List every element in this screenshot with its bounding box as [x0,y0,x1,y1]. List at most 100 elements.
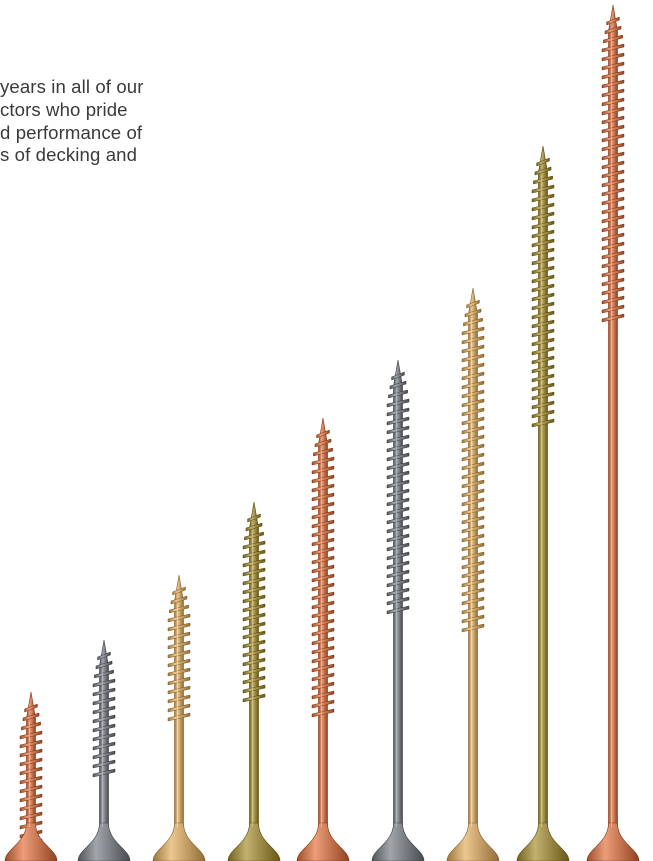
screw-9-thread [601,205,625,215]
screw-3-thread [169,604,189,614]
screw-4-thread [242,675,266,685]
screw-5-thread [314,438,332,448]
screw-7-thread [461,542,485,552]
screw-6-thread [386,452,410,462]
screw-8-thread [531,193,555,203]
screw-8-thread [531,382,555,392]
screw-5-thread [313,447,333,457]
screw-7-thread [461,488,485,498]
screw-9-thread [601,304,625,314]
screw-9-thread [601,142,625,152]
screw-5-thread [311,501,335,511]
screw-7-thread [461,461,485,471]
screw-9-thread [601,97,625,107]
screw-5-thread [311,618,335,628]
screw-8-thread [534,166,552,176]
screw-7-thread [461,326,485,336]
screw-1-thread [22,712,40,722]
screw-2-thread [92,750,116,760]
screw-4-thread [242,567,266,577]
screw-8-thread [531,256,555,266]
screw-1 [4,691,58,861]
screw-9-thread [601,286,625,296]
screw-5-thread [311,474,335,484]
screw-1-thread [21,721,41,731]
screw-5-thread [311,537,335,547]
screw-1-head [4,822,58,861]
screw-1-thread [19,748,43,758]
screw-3-shank [174,574,184,832]
screw-8-thread [531,247,555,257]
screw-4-thread [242,540,266,550]
screw-9-thread [601,250,625,260]
screw-7-thread [466,299,480,309]
screw-2-thread [92,678,116,688]
screw-8-thread [531,229,555,239]
screw-5-head [296,822,350,861]
screw-6-thread [386,515,410,525]
screw-2-thread [92,687,116,697]
screw-7-thread [461,416,485,426]
screw-7-thread [461,551,485,561]
screw-9-thread [604,25,622,35]
screw-9-thread [601,52,625,62]
screw-7-thread [461,560,485,570]
screw-1-thread [19,784,43,794]
screw-6-thread [388,389,408,399]
screw-8-thread [531,184,555,194]
screw-2-thread [92,759,116,769]
screw-6-thread [386,569,410,579]
screw-8-thread [531,409,555,419]
screw-6-thread [386,443,410,453]
screw-7-thread [461,434,485,444]
screw-5-thread [311,582,335,592]
screw-4-thread [242,585,266,595]
screw-5-thread [311,528,335,538]
screw-5-thread [311,483,335,493]
screw-7-thread [461,353,485,363]
screw-9-thread [601,295,625,305]
screw-8-thread [531,346,555,356]
screw-4-thread [242,612,266,622]
screw-6-thread [386,560,410,570]
screw-5-thread [316,429,330,439]
screw-3-thread [167,622,191,632]
screw-7-thread [461,380,485,390]
screw-1-thread [19,793,43,803]
screw-7-thread [461,623,485,633]
screw-4-thread [242,693,266,703]
screw-6-thread [386,461,410,471]
screw-3-thread [167,649,191,659]
screw-4-shank [249,501,259,832]
screw-5-thread [311,591,335,601]
screw-7-thread [461,344,485,354]
screw-6-thread [386,434,410,444]
screw-9-thread [601,79,625,89]
screw-5-thread [311,564,335,574]
screw-1-thread [19,775,43,785]
screw-2-thread [95,660,113,670]
screw-4-thread [245,522,263,532]
screw-9-thread [606,16,620,26]
screw-5-thread [311,519,335,529]
screw-6-thread [386,470,410,480]
screw-9-thread [601,196,625,206]
screw-2-thread [92,723,116,733]
screw-7-thread [461,506,485,516]
screw-7-thread [461,425,485,435]
screw-5-thread [311,690,335,700]
screw-9-thread [601,232,625,242]
screw-9-thread [601,241,625,251]
screw-7-thread [461,533,485,543]
screw-9-thread [601,61,625,71]
screw-6-thread [386,416,410,426]
intro-line-3: d performance of [0,121,143,143]
screw-9-thread [601,106,625,116]
screw-8-thread [531,202,555,212]
screw-7-thread [461,524,485,534]
screw-8-thread [531,391,555,401]
screw-7-thread [461,443,485,453]
screw-9-thread [603,34,623,44]
screw-6-head [371,822,425,861]
